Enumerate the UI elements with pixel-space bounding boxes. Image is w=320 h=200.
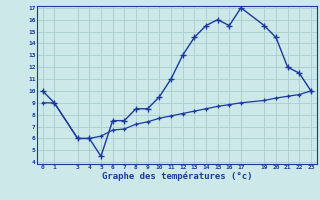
- X-axis label: Graphe des températures (°c): Graphe des températures (°c): [101, 172, 252, 181]
